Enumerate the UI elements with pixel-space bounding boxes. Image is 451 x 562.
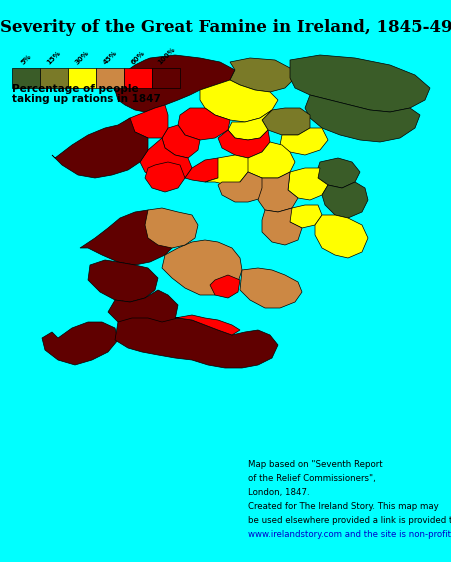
Text: taking up rations in 1847: taking up rations in 1847 xyxy=(12,94,161,104)
Text: 30%: 30% xyxy=(74,50,90,66)
Bar xyxy=(124,68,152,88)
Polygon shape xyxy=(115,55,235,112)
Bar xyxy=(152,68,180,88)
Text: of the Relief Commissioners",: of the Relief Commissioners", xyxy=(248,474,376,483)
Polygon shape xyxy=(145,208,198,248)
Polygon shape xyxy=(200,80,278,122)
Polygon shape xyxy=(290,55,430,112)
Polygon shape xyxy=(88,260,158,302)
Polygon shape xyxy=(140,138,192,182)
Polygon shape xyxy=(162,240,242,295)
Text: 60%: 60% xyxy=(130,50,146,66)
Polygon shape xyxy=(145,162,185,192)
Polygon shape xyxy=(162,125,200,158)
Polygon shape xyxy=(115,318,278,368)
Polygon shape xyxy=(240,142,295,178)
Polygon shape xyxy=(175,315,240,335)
Polygon shape xyxy=(305,95,420,142)
Text: Map based on "Seventh Report: Map based on "Seventh Report xyxy=(248,460,382,469)
Text: 100%: 100% xyxy=(156,47,176,66)
Polygon shape xyxy=(288,168,328,200)
Polygon shape xyxy=(230,58,295,92)
Text: www.irelandstory.com and the site is non-profit.: www.irelandstory.com and the site is non… xyxy=(248,530,451,539)
Text: Percentage of people: Percentage of people xyxy=(12,84,138,94)
Polygon shape xyxy=(240,268,302,308)
Polygon shape xyxy=(322,182,368,218)
Polygon shape xyxy=(218,172,268,202)
Text: London, 1847.: London, 1847. xyxy=(248,488,310,497)
Text: be used elsewhere provided a link is provided to: be used elsewhere provided a link is pro… xyxy=(248,516,451,525)
Polygon shape xyxy=(218,130,270,158)
Polygon shape xyxy=(228,110,272,140)
Polygon shape xyxy=(318,158,360,188)
Polygon shape xyxy=(52,118,148,178)
Polygon shape xyxy=(185,158,222,182)
Bar xyxy=(12,68,40,88)
Bar xyxy=(40,68,68,88)
Polygon shape xyxy=(262,208,302,245)
Polygon shape xyxy=(205,155,248,185)
Bar xyxy=(96,68,124,88)
Polygon shape xyxy=(108,290,178,335)
Polygon shape xyxy=(315,215,368,258)
Polygon shape xyxy=(178,108,230,140)
Polygon shape xyxy=(210,275,240,298)
Polygon shape xyxy=(280,128,328,155)
Bar xyxy=(68,68,96,88)
Text: 5%: 5% xyxy=(20,53,32,66)
Polygon shape xyxy=(288,205,322,228)
Polygon shape xyxy=(125,105,168,138)
Polygon shape xyxy=(42,322,118,365)
Text: 15%: 15% xyxy=(46,50,62,66)
Text: Created for The Ireland Story. This map may: Created for The Ireland Story. This map … xyxy=(248,502,439,511)
Text: 45%: 45% xyxy=(102,50,118,66)
Text: Severity of the Great Famine in Ireland, 1845-49: Severity of the Great Famine in Ireland,… xyxy=(0,20,451,37)
Polygon shape xyxy=(80,210,178,265)
Polygon shape xyxy=(262,108,310,135)
Polygon shape xyxy=(258,172,298,212)
